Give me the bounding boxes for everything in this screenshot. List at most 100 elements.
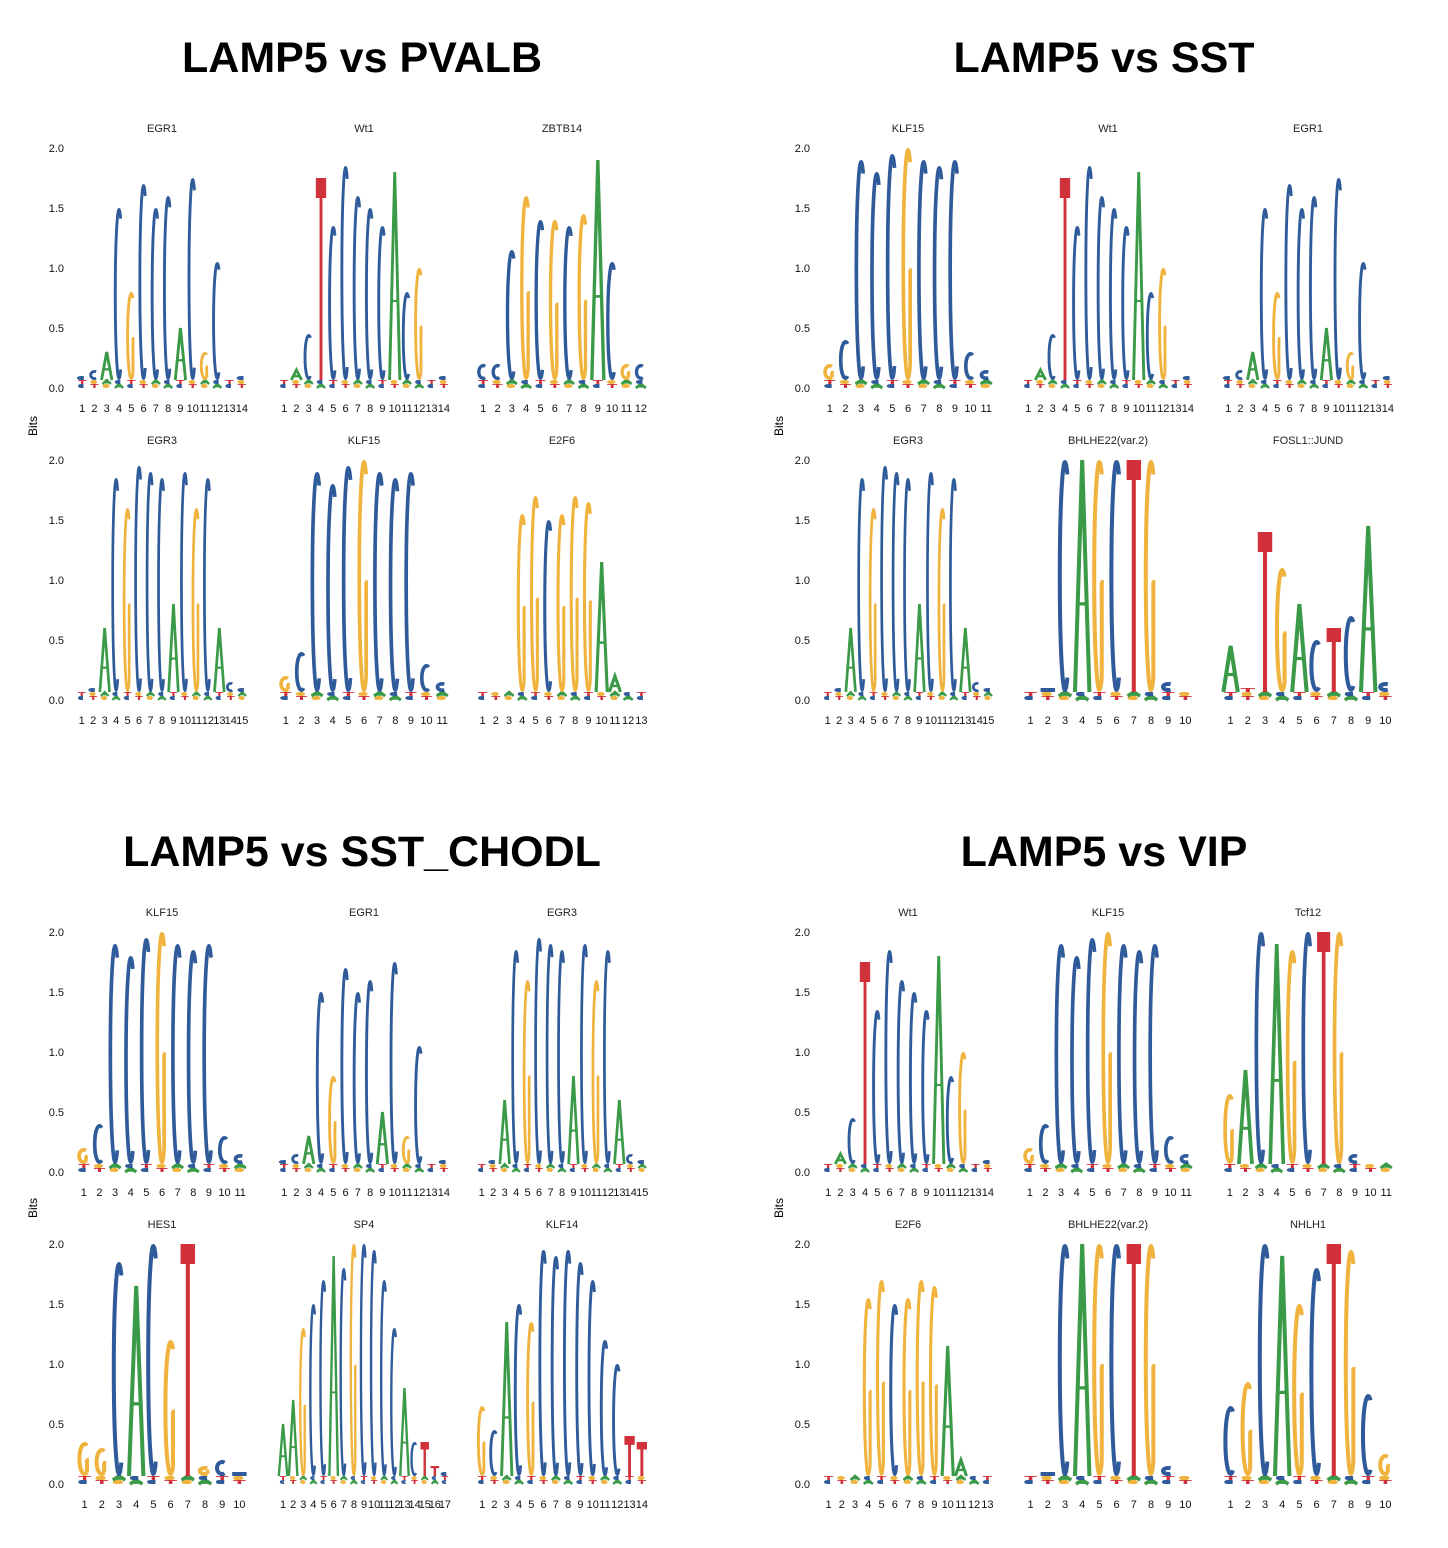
logo-letter-T — [90, 384, 99, 388]
x-tick-label: 5 — [320, 1499, 326, 1511]
logo-letter-C — [1161, 1466, 1172, 1476]
logo-letter-A — [1126, 689, 1141, 698]
logo-letter-A — [380, 1474, 389, 1481]
logo-letter-C — [1273, 384, 1279, 388]
logo-letter-A — [430, 1478, 439, 1485]
logo-letter-C — [203, 1168, 211, 1172]
logo-letter-G — [582, 502, 592, 692]
x-tick-label: 14 — [1182, 403, 1194, 415]
y-tick-label: 1.5 — [49, 987, 64, 999]
x-tick-label: 3 — [306, 403, 312, 415]
x-tick-label: 4 — [116, 403, 122, 415]
logo-letter-T — [982, 1476, 992, 1480]
logo-letter-C — [1093, 696, 1102, 700]
logo-letter-G — [1334, 380, 1342, 384]
logo-letter-C — [1271, 1164, 1279, 1168]
logo-letter-G — [902, 380, 912, 384]
logo-letter-G — [191, 508, 200, 692]
logo-letter-G — [122, 508, 131, 692]
logo-letter-T — [1224, 692, 1237, 696]
logo-letter-T — [1073, 380, 1082, 384]
logo-letter-C — [477, 364, 487, 380]
logo-letter-T — [530, 692, 541, 696]
logo-letter-C — [1293, 696, 1302, 700]
motif-name: EGR3 — [893, 435, 923, 447]
logo-letter-A — [609, 690, 621, 697]
logo-letter-C — [1260, 380, 1267, 384]
x-tick-label: 11 — [591, 1187, 602, 1199]
motif-name: KLF15 — [1092, 907, 1124, 919]
logo-letter-G — [592, 1168, 599, 1172]
logo-letter-C — [1144, 1476, 1154, 1480]
y-tick-label: 2.0 — [795, 927, 810, 939]
logo-letter-C — [280, 1168, 286, 1172]
logo-letter-C — [316, 380, 323, 384]
logo-letter-C — [599, 1340, 609, 1476]
logo-letter-C — [236, 376, 244, 380]
logo-letter-C — [915, 696, 921, 700]
sequence-logo: KLF15 0.0 0.5 1.0 1.5 2.0 1 2 3 4 5 6 7 8 9 10 11 — [795, 123, 993, 415]
logo-letter-T — [1326, 628, 1342, 692]
logo-letter-A — [620, 378, 633, 386]
logo-letter-C — [1362, 696, 1371, 700]
logo-letter-G — [489, 1164, 496, 1168]
logo-letter-G — [1240, 1382, 1253, 1476]
logo-letter-G — [199, 352, 209, 380]
logo-letter-G — [370, 1476, 377, 1480]
logo-letter-G — [1039, 1164, 1049, 1168]
x-tick-label: 4 — [1274, 1187, 1280, 1199]
logo-letter-T — [823, 692, 832, 696]
logo-stack — [279, 460, 449, 702]
logo-letter-C — [329, 384, 335, 388]
logo-letter-A — [520, 382, 533, 390]
logo-letter-A — [1054, 1162, 1068, 1170]
x-tick-label: 9 — [379, 403, 385, 415]
logo-letter-T — [576, 1476, 585, 1480]
logo-letter-T — [615, 1164, 624, 1168]
logo-letter-C — [78, 1168, 86, 1172]
x-tick-label: 7 — [547, 1187, 553, 1199]
logo-letter-T — [478, 692, 488, 696]
logo-letter-T — [78, 1164, 90, 1168]
logo-letter-T — [886, 380, 898, 384]
logo-letter-G — [414, 268, 423, 380]
logo-stack — [279, 166, 449, 389]
x-tick-label: 6 — [136, 715, 142, 727]
logo-letter-A — [289, 366, 303, 381]
logo-letter-C — [203, 478, 211, 692]
logo-letter-G — [556, 514, 566, 692]
logo-letter-C — [138, 184, 147, 380]
logo-letter-G — [1343, 1250, 1356, 1476]
logo-letter-T — [1134, 384, 1143, 388]
logo-letter-C — [884, 950, 893, 1164]
logo-letter-C — [1076, 692, 1085, 696]
logo-letter-A — [197, 1477, 213, 1486]
x-tick-label: 7 — [153, 403, 159, 415]
logo-stack — [1024, 1243, 1192, 1486]
x-tick-label: 17 — [439, 1499, 451, 1511]
logo-letter-A — [569, 694, 581, 701]
logo-letter-C — [563, 226, 573, 380]
logo-letter-G — [500, 1168, 507, 1172]
logo-letter-C — [871, 380, 879, 384]
logo-letter-A — [303, 378, 314, 385]
x-tick-label: 10 — [579, 1187, 591, 1199]
logo-letter-T — [123, 692, 132, 696]
logo-letter-G — [192, 696, 199, 700]
x-tick-label: 4 — [859, 715, 865, 727]
y-tick-label: 2.0 — [795, 1239, 810, 1251]
x-tick-label: 8 — [190, 1187, 196, 1199]
logo-letter-G — [304, 1168, 312, 1172]
y-tick-label: 0.0 — [49, 695, 64, 707]
logo-letter-A — [328, 1255, 340, 1477]
logo-letter-T — [289, 1480, 297, 1484]
logo-letter-G — [938, 696, 945, 700]
logo-letter-C — [824, 384, 832, 388]
logo-letter-A — [501, 1474, 512, 1481]
logo-letter-C — [531, 696, 538, 700]
logo-letter-C — [870, 172, 881, 380]
logo-letter-C — [216, 1480, 225, 1484]
logo-letter-C — [1162, 696, 1171, 700]
